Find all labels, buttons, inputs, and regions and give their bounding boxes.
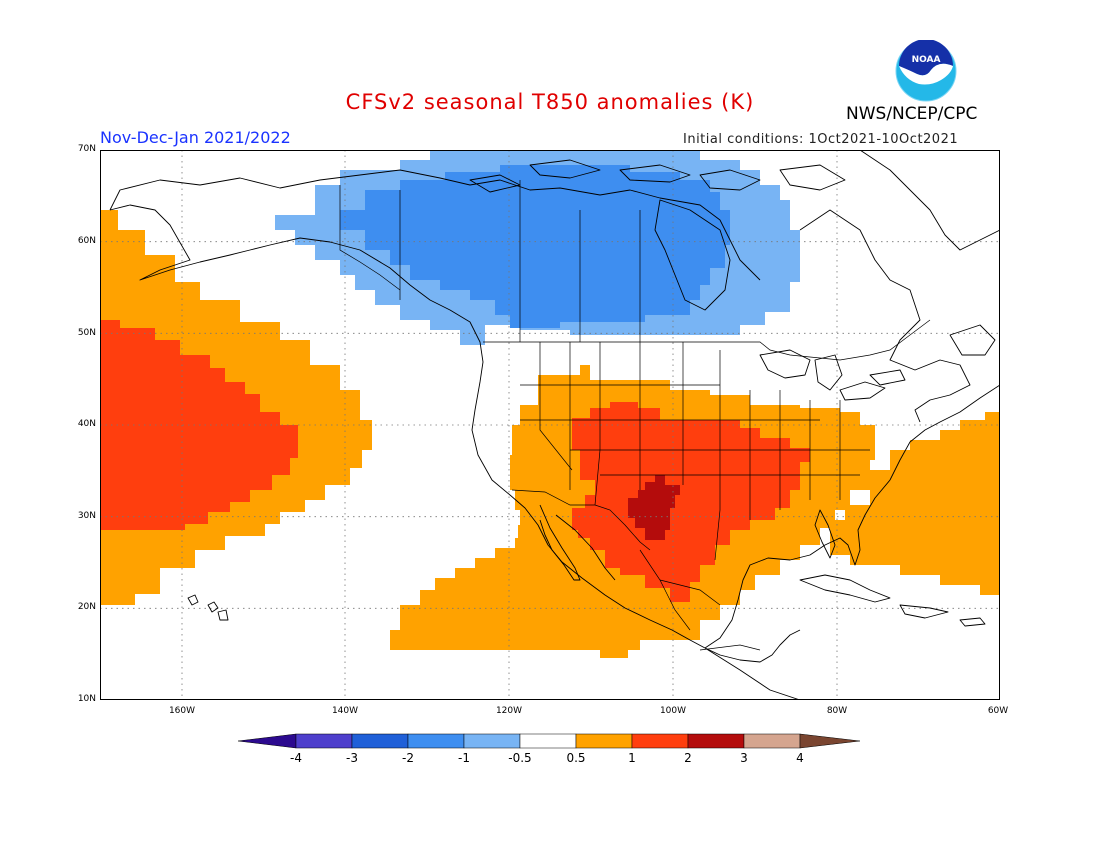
colorbar-label: -4 <box>290 751 302 765</box>
lat-label-30n: 30N <box>77 511 96 521</box>
colorbar-label: -1 <box>458 751 470 765</box>
colorbar-label: 3 <box>740 751 748 765</box>
lat-label-40n: 40N <box>77 419 96 429</box>
colorbar-label: -3 <box>346 751 358 765</box>
noaa-logo: NOAA <box>895 40 957 102</box>
colorbar-bin-m05-05 <box>519 733 577 749</box>
colorbar-bin-3-4 <box>743 733 801 749</box>
colorbar-bin-m3-m2 <box>351 733 409 749</box>
lon-label-80w: 80W <box>826 706 848 716</box>
canada-cold-core <box>340 165 730 328</box>
south-central-warm-core <box>572 402 810 602</box>
period-label: Nov-Dec-Jan 2021/2022 <box>100 128 291 147</box>
lat-label-20n: 20N <box>77 602 96 612</box>
anomaly-map <box>100 150 1000 700</box>
atlantic-warm <box>830 412 1000 595</box>
lat-label-70n: 70N <box>77 144 96 154</box>
colorbar-bin-m1-m05 <box>463 733 521 749</box>
colorbar-label: 0.5 <box>566 751 586 765</box>
colorbar-bin-05-1 <box>575 733 633 749</box>
colorbar-label: 4 <box>796 751 804 765</box>
lon-label-60w: 60W <box>987 706 1009 716</box>
colorbar-label: -0.5 <box>508 751 532 765</box>
lon-label-140w: 140W <box>331 706 359 716</box>
colorbar-bin-m4-m3 <box>295 733 353 749</box>
map-title: CFSv2 seasonal T850 anomalies (K) <box>345 90 755 114</box>
colorbar-bin-1-2 <box>631 733 689 749</box>
lon-label-160w: 160W <box>168 706 196 716</box>
agency-label: NWS/NCEP/CPC <box>846 104 978 124</box>
lat-label-60n: 60N <box>77 236 96 246</box>
lon-label-100w: 100W <box>659 706 687 716</box>
colorbar-max-arrow <box>799 733 861 749</box>
lon-label-120w: 120W <box>495 706 523 716</box>
colorbar-bin-2-3 <box>687 733 745 749</box>
lat-label-50n: 50N <box>77 328 96 338</box>
colorbar <box>238 733 861 749</box>
colorbar-bin-m2-m1 <box>407 733 465 749</box>
texas-warm-max <box>628 475 680 540</box>
colorbar-label: 2 <box>684 751 692 765</box>
initial-conditions-label: Initial conditions: 1Oct2021-10Oct2021 <box>683 132 959 147</box>
colorbar-label: 1 <box>628 751 636 765</box>
lat-label-10n: 10N <box>77 694 96 704</box>
colorbar-min-arrow <box>238 733 297 749</box>
colorbar-label: -2 <box>402 751 414 765</box>
svg-text:NOAA: NOAA <box>912 55 941 65</box>
